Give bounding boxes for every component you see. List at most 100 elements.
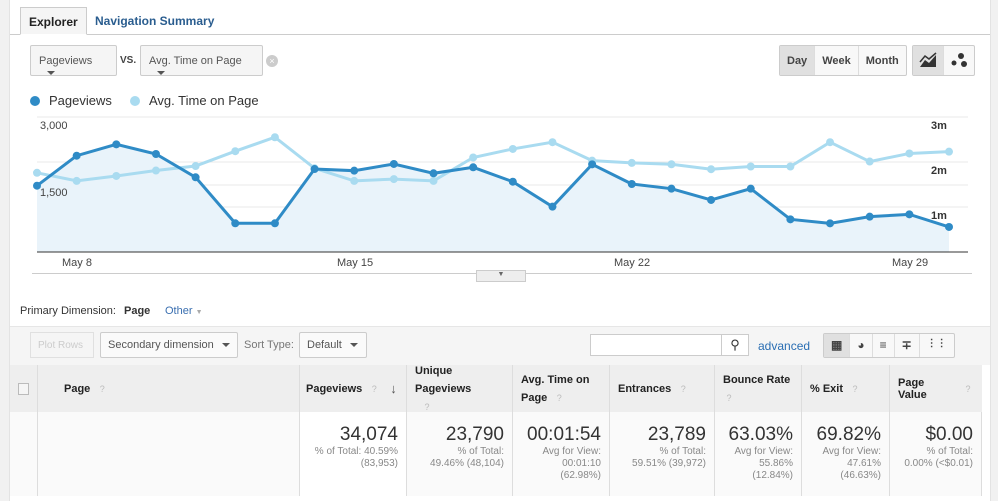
avg-time-point[interactable] xyxy=(429,176,438,185)
sort-type-dropdown[interactable]: Default xyxy=(299,332,367,358)
avg-time-point[interactable] xyxy=(350,176,359,185)
column-header-page[interactable]: Page? xyxy=(38,365,300,412)
data-table-view-icon[interactable]: ▦ xyxy=(824,334,851,357)
secondary-dimension-dropdown[interactable]: Secondary dimension xyxy=(100,332,238,358)
totals-cell: 00:01:54 Avg for View: 00:01:10 (62.98%) xyxy=(513,412,610,496)
avg-time-point[interactable] xyxy=(389,175,398,184)
avg-time-point[interactable] xyxy=(667,160,676,169)
pageviews-point[interactable] xyxy=(72,151,81,160)
pageviews-point[interactable] xyxy=(350,166,359,175)
help-icon[interactable]: ? xyxy=(723,392,735,404)
pageviews-point[interactable] xyxy=(746,184,755,193)
line-chart xyxy=(33,116,968,253)
pageviews-point[interactable] xyxy=(389,159,398,168)
avg-time-point[interactable] xyxy=(112,171,121,180)
avg-time-point[interactable] xyxy=(905,149,914,158)
avg-time-point[interactable] xyxy=(72,176,81,185)
avg-time-point[interactable] xyxy=(548,138,557,147)
pageviews-point[interactable] xyxy=(33,181,41,190)
totals-cell: 23,790% of Total: 49.46% (48,104) xyxy=(407,412,513,496)
avg-time-point[interactable] xyxy=(865,157,874,166)
avg-time-point[interactable] xyxy=(627,158,636,167)
help-icon[interactable]: ? xyxy=(553,391,566,404)
tab-navigation-summary[interactable]: Navigation Summary xyxy=(95,14,215,28)
pageviews-point[interactable] xyxy=(191,173,200,182)
pageviews-point[interactable] xyxy=(548,202,557,211)
help-icon[interactable]: ? xyxy=(849,382,862,395)
total-value: 69.82% xyxy=(816,424,881,445)
pageviews-point[interactable] xyxy=(826,219,835,228)
search-icon[interactable]: ⚲ xyxy=(721,334,749,356)
help-icon[interactable]: ? xyxy=(677,382,690,395)
comparison-view-icon[interactable]: ∓ xyxy=(895,334,920,357)
plot-rows-button[interactable]: Plot Rows xyxy=(30,332,94,358)
select-all-header xyxy=(10,365,38,412)
pageviews-point[interactable] xyxy=(469,163,478,172)
column-header-unique-pageviews[interactable]: Unique Pageviews? xyxy=(407,365,513,413)
collapse-chart-handle[interactable]: ▼ xyxy=(476,270,526,282)
table-search-input[interactable] xyxy=(590,334,722,356)
performance-view-icon[interactable]: ≡ xyxy=(873,334,895,357)
avg-time-point[interactable] xyxy=(270,133,279,142)
pageviews-point[interactable] xyxy=(508,177,517,186)
totals-cell: 69.82% Avg for View: 47.61% (46.63%) xyxy=(802,412,890,496)
total-subtext: (83,953) xyxy=(360,458,398,469)
pageviews-point[interactable] xyxy=(905,210,914,219)
avg-time-point[interactable] xyxy=(151,166,160,175)
avg-time-point[interactable] xyxy=(191,162,200,171)
pageviews-point[interactable] xyxy=(310,165,319,174)
motion-chart-icon[interactable] xyxy=(944,46,974,75)
dimension-page[interactable]: Page xyxy=(124,305,151,317)
avg-time-point[interactable] xyxy=(33,168,41,177)
avg-time-point[interactable] xyxy=(945,147,953,156)
total-subtext: 59.51% (39,972) xyxy=(632,458,706,469)
column-header-pageviews[interactable]: Pageviews? ↓ xyxy=(300,365,407,412)
month-button[interactable]: Month xyxy=(865,55,899,67)
chart-type-group xyxy=(912,45,975,76)
secondary-metric-dropdown[interactable]: Avg. Time on Page xyxy=(140,45,263,76)
avg-time-point[interactable] xyxy=(469,153,478,162)
pageviews-point[interactable] xyxy=(707,195,716,204)
pageviews-point[interactable] xyxy=(270,219,279,228)
avg-time-point[interactable] xyxy=(707,165,716,174)
column-header-bounce-rate[interactable]: Bounce Rate? xyxy=(715,365,802,412)
help-icon[interactable]: ? xyxy=(421,400,433,413)
column-header-avg-time[interactable]: Avg. Time on Page? xyxy=(513,365,610,412)
column-header-page-value[interactable]: Page Value? xyxy=(890,365,982,412)
pageviews-point[interactable] xyxy=(627,180,636,189)
week-button[interactable]: Week xyxy=(815,46,859,75)
chevron-down-icon xyxy=(47,71,55,76)
pageviews-point[interactable] xyxy=(945,222,953,231)
pageviews-point[interactable] xyxy=(667,184,676,193)
help-icon[interactable]: ? xyxy=(368,382,381,395)
chevron-down-icon: ▼ xyxy=(195,309,203,316)
avg-time-point[interactable] xyxy=(786,162,795,171)
dimension-other[interactable]: Other ▼ xyxy=(165,305,203,317)
help-icon[interactable]: ? xyxy=(962,382,974,395)
term-cloud-view-icon[interactable]: ⋮⋮ xyxy=(926,338,947,349)
pageviews-point[interactable] xyxy=(112,140,121,149)
pageviews-point[interactable] xyxy=(429,169,438,178)
x-axis-tick: May 22 xyxy=(614,257,651,269)
column-header-exit[interactable]: % Exit? xyxy=(802,365,890,412)
avg-time-point[interactable] xyxy=(826,138,835,147)
pie-chart-view-icon[interactable]: ◕ xyxy=(850,334,873,357)
avg-time-point[interactable] xyxy=(508,144,517,153)
column-header-entrances[interactable]: Entrances? xyxy=(610,365,715,412)
pageviews-point[interactable] xyxy=(151,149,160,158)
avg-time-point[interactable] xyxy=(231,147,240,156)
remove-metric-icon[interactable]: × xyxy=(266,55,278,67)
pageviews-point[interactable] xyxy=(231,219,240,228)
line-chart-icon[interactable] xyxy=(913,46,944,75)
tab-explorer[interactable]: Explorer xyxy=(20,7,87,35)
pageviews-point[interactable] xyxy=(865,212,874,221)
header-label: Pageviews xyxy=(306,382,363,395)
primary-metric-dropdown[interactable]: Pageviews xyxy=(30,45,117,76)
select-all-checkbox[interactable] xyxy=(18,382,29,395)
pageviews-point[interactable] xyxy=(786,215,795,224)
pageviews-point[interactable] xyxy=(588,160,597,169)
help-icon[interactable]: ? xyxy=(96,382,109,395)
day-button[interactable]: Day xyxy=(780,46,816,75)
avg-time-point[interactable] xyxy=(746,162,755,171)
advanced-filter-link[interactable]: advanced xyxy=(758,339,811,353)
